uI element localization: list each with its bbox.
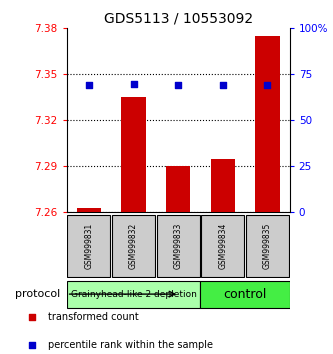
Text: GSM999831: GSM999831 <box>84 223 94 269</box>
Text: protocol: protocol <box>15 289 60 299</box>
Point <box>265 82 270 88</box>
Bar <box>77 208 101 212</box>
Point <box>175 82 181 88</box>
Bar <box>166 166 190 212</box>
Text: Grainyhead-like 2 depletion: Grainyhead-like 2 depletion <box>71 290 196 299</box>
Point <box>86 82 92 88</box>
FancyBboxPatch shape <box>112 216 155 276</box>
Bar <box>210 159 235 212</box>
Point <box>131 81 136 86</box>
Bar <box>121 97 146 212</box>
Text: GSM999832: GSM999832 <box>129 223 138 269</box>
FancyBboxPatch shape <box>201 216 244 276</box>
Text: percentile rank within the sample: percentile rank within the sample <box>48 340 213 350</box>
Bar <box>255 36 280 212</box>
Text: GSM999833: GSM999833 <box>173 223 183 269</box>
Point <box>220 82 225 88</box>
FancyBboxPatch shape <box>67 281 200 308</box>
FancyBboxPatch shape <box>200 281 290 308</box>
Text: GSM999835: GSM999835 <box>263 223 272 269</box>
FancyBboxPatch shape <box>157 216 199 276</box>
FancyBboxPatch shape <box>246 216 289 276</box>
Text: control: control <box>223 287 267 301</box>
Text: GSM999834: GSM999834 <box>218 223 227 269</box>
FancyBboxPatch shape <box>68 216 110 276</box>
Text: transformed count: transformed count <box>48 312 139 322</box>
Title: GDS5113 / 10553092: GDS5113 / 10553092 <box>104 12 253 26</box>
